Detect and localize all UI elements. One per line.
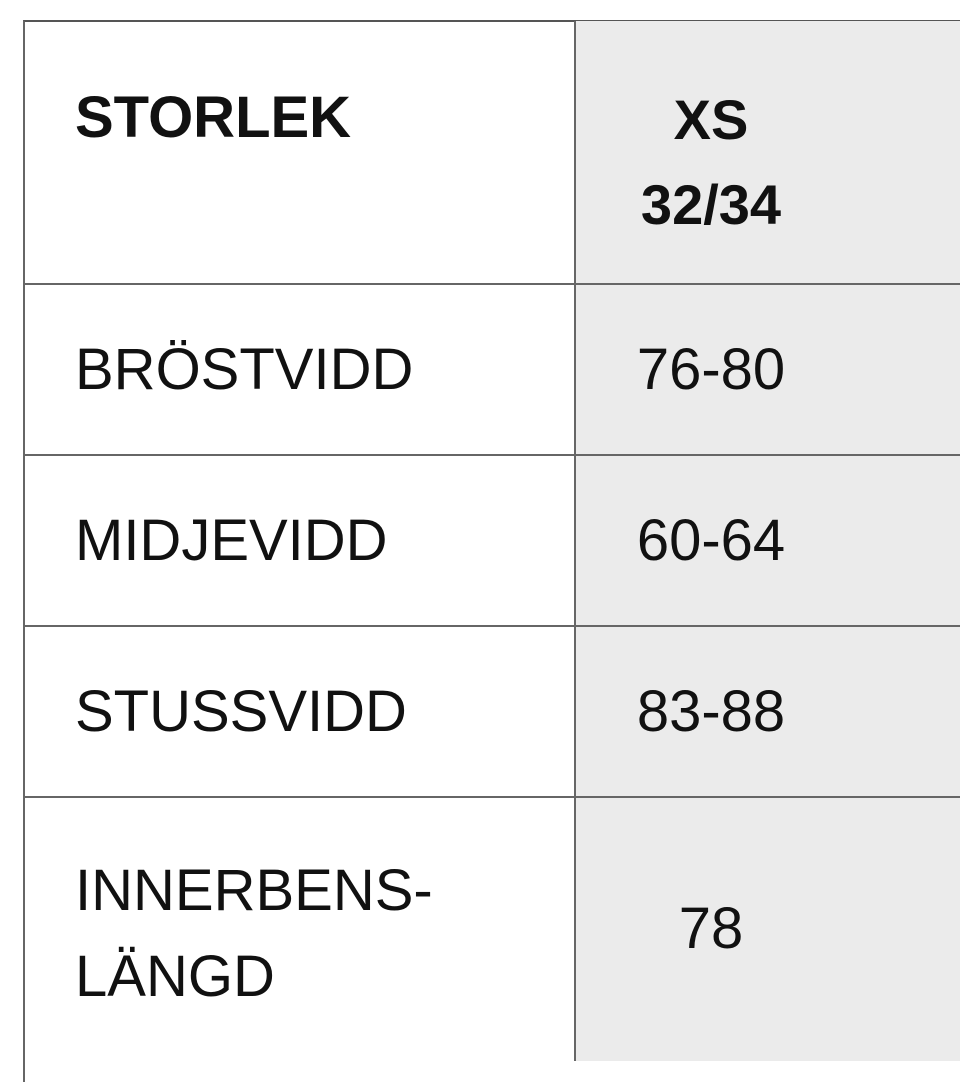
header-size-eu: 32/34: [640, 173, 782, 236]
size-column-background: [574, 21, 960, 1061]
row-label-bust: BRÖSTVIDD: [75, 336, 414, 402]
row-divider: [23, 454, 960, 456]
row-value-inseam: 78: [678, 896, 744, 961]
row-divider: [23, 283, 960, 285]
row-label-waist: MIDJEVIDD: [75, 507, 388, 573]
size-table: [23, 20, 960, 1082]
row-value-bust: 76-80: [636, 336, 786, 402]
row-divider: [23, 625, 960, 627]
row-label-inseam-line2: LÄNGD: [75, 944, 275, 1009]
row-value-waist: 60-64: [636, 507, 786, 573]
header-label: STORLEK: [75, 85, 352, 150]
row-divider: [23, 796, 960, 798]
row-value-hip: 83-88: [636, 678, 786, 744]
header-size: XS: [673, 88, 749, 151]
row-label-inseam-line1: INNERBENS-: [75, 858, 433, 923]
row-label-hip: STUSSVIDD: [75, 678, 407, 744]
